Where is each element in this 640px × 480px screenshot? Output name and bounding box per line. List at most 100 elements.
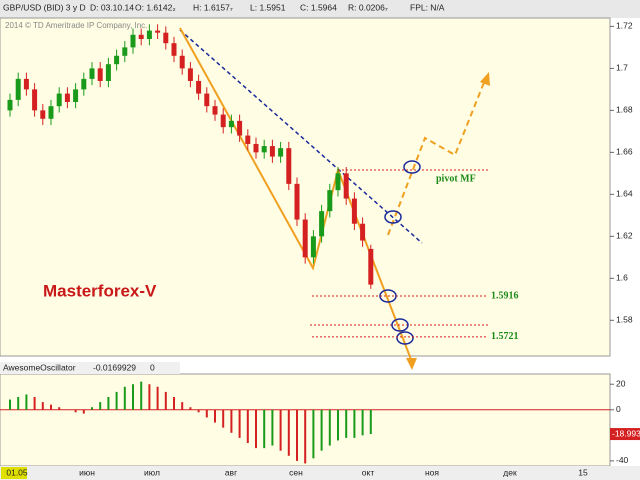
osc-bar — [156, 386, 159, 410]
osc-bar — [296, 409, 298, 461]
osc-bar — [353, 409, 356, 438]
copyright: 2014 © TD Ameritrade IP Company, Inc. — [5, 21, 147, 30]
candle-body — [114, 55, 120, 65]
osc-current: -18.993 — [612, 428, 640, 438]
y-tick-label: 1.66 — [616, 147, 633, 157]
candle-body — [228, 120, 234, 128]
candle-body — [130, 34, 136, 48]
candle-body — [89, 68, 95, 79]
osc-tick-label: -40 — [616, 455, 629, 465]
candle-body — [32, 89, 38, 111]
candle-body — [146, 30, 152, 39]
high: H: 1.6157₇ — [193, 2, 233, 12]
x-tick-label: июл — [144, 467, 160, 477]
symbol: GBP/USD (BID) 3 y D — [3, 2, 86, 12]
candle-body — [48, 106, 54, 119]
candle-body — [105, 64, 111, 81]
candle-body — [319, 211, 325, 237]
osc-bar — [25, 394, 28, 410]
osc-name: AwesomeOscillator — [3, 362, 76, 372]
osc-tick-label: 0 — [616, 404, 621, 414]
osc-tick-label: 20 — [616, 378, 626, 388]
candle-body — [7, 99, 13, 111]
candle-body — [212, 106, 218, 115]
x-axis-bar — [0, 466, 640, 480]
candle-body — [56, 93, 62, 107]
y-tick-label: 1.62 — [616, 231, 633, 241]
candle-body — [237, 120, 243, 136]
y-tick-label: 1.68 — [616, 105, 633, 115]
y-tick-label: 1.58 — [616, 315, 633, 325]
candle-body — [122, 47, 128, 56]
candle-body — [23, 78, 29, 90]
arrow-head — [406, 358, 417, 370]
x-tick-label: дек — [503, 467, 517, 477]
candle-body — [360, 223, 366, 241]
x-tick-label: авг — [225, 467, 237, 477]
x-tick-label: 01.05 — [6, 467, 28, 477]
candle-body — [368, 248, 374, 285]
candle-body — [253, 143, 259, 153]
ellipse — [384, 210, 402, 224]
osc-last: -0.0169929 — [93, 362, 136, 372]
wave-path — [179, 27, 413, 363]
fpl: FPL: N/A — [410, 2, 445, 12]
candle-body — [302, 219, 308, 258]
candle-body — [286, 148, 292, 184]
osc-bar — [58, 407, 61, 410]
osc-bar — [369, 409, 372, 435]
osc-bar — [345, 409, 348, 438]
candle-body — [220, 114, 226, 128]
osc-bar — [181, 402, 184, 410]
candle-body — [294, 183, 300, 220]
osc-bar — [99, 402, 102, 410]
candle-body — [163, 32, 169, 44]
ellipse — [391, 318, 409, 332]
ellipse — [403, 160, 421, 174]
osc-bar — [287, 409, 290, 456]
osc-bar — [91, 407, 93, 410]
pivot-label: pivot MF — [436, 173, 476, 184]
osc-bar — [140, 381, 143, 410]
candle-body — [81, 78, 87, 90]
candle-body — [179, 55, 185, 69]
candle-body — [335, 173, 341, 191]
osc-bar — [41, 402, 44, 410]
osc-bar — [222, 409, 225, 428]
x-tick-label: 15 — [578, 467, 588, 477]
candle-body — [40, 110, 46, 119]
candle-body — [204, 93, 210, 107]
y-tick-label: 1.72 — [616, 21, 633, 31]
candle-body — [73, 89, 79, 102]
osc-bar — [82, 409, 85, 414]
candle-body — [196, 80, 202, 94]
osc-bar — [107, 397, 110, 410]
osc-bar — [304, 409, 307, 464]
osc-header — [0, 362, 180, 374]
trend-line — [179, 29, 423, 244]
osc-bar — [337, 409, 339, 441]
level-label: 1.5916 — [491, 290, 519, 301]
candle-body — [245, 135, 251, 144]
y-tick-label: 1.7 — [616, 63, 628, 73]
osc-bar — [123, 386, 126, 410]
osc-bar — [255, 409, 257, 449]
x-tick-label: июн — [79, 467, 95, 477]
osc-bar — [33, 397, 36, 410]
date: D: 03.10.14 — [90, 2, 134, 12]
forecast-arrow — [480, 72, 490, 86]
candle-body — [138, 34, 144, 39]
candle-body — [171, 43, 177, 56]
osc-bar — [361, 409, 364, 436]
candle-body — [155, 30, 161, 33]
candle-body — [310, 236, 316, 258]
candle-body — [343, 173, 349, 199]
range: R: 0.0206₇ — [348, 2, 388, 12]
osc-bar — [230, 409, 233, 433]
start-date-box — [1, 467, 27, 479]
candle-body — [261, 146, 267, 153]
osc-bar — [205, 409, 208, 418]
candle-body — [351, 198, 357, 224]
candle-body — [269, 146, 275, 157]
